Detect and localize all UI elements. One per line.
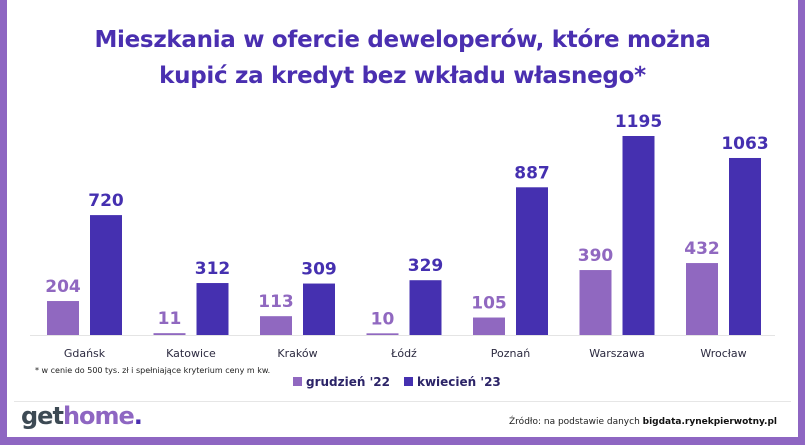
divider bbox=[14, 401, 791, 402]
bar bbox=[686, 263, 718, 335]
data-label: 1063 bbox=[721, 134, 768, 154]
footnote: * w cenie do 500 tys. zł i spełniające k… bbox=[35, 366, 271, 375]
bar bbox=[90, 215, 122, 335]
bar bbox=[516, 187, 548, 335]
source-domain: bigdata.rynekpierwotny.pl bbox=[642, 417, 777, 427]
gethome-logo: gethome. bbox=[21, 402, 143, 430]
data-label: 204 bbox=[45, 277, 81, 297]
category-label: Poznań bbox=[491, 347, 530, 360]
bar bbox=[153, 333, 186, 335]
data-label: 105 bbox=[471, 294, 507, 314]
title-line-2: kupić za kredyt bez wkładu własnego* bbox=[159, 63, 646, 89]
category-label: Katowice bbox=[166, 347, 216, 360]
legend-item-kwiecien: kwiecień '23 bbox=[403, 375, 501, 389]
data-label: 887 bbox=[514, 163, 550, 183]
bar bbox=[47, 301, 79, 335]
category-label: Kraków bbox=[277, 347, 317, 360]
bar bbox=[303, 283, 335, 335]
legend: grudzień '22 kwiecień '23 bbox=[293, 375, 501, 389]
bar bbox=[196, 283, 229, 335]
chart-card bbox=[7, 0, 798, 437]
data-label: 720 bbox=[88, 191, 124, 211]
data-label: 113 bbox=[258, 292, 294, 312]
chart-title: Mieszkania w ofercie deweloperów, które … bbox=[0, 22, 805, 94]
data-label: 1195 bbox=[615, 112, 662, 132]
data-label: 312 bbox=[195, 259, 231, 279]
data-label: 329 bbox=[408, 256, 444, 276]
bar bbox=[622, 136, 655, 335]
data-label: 390 bbox=[578, 246, 614, 266]
legend-item-grudzien: grudzień '22 bbox=[293, 375, 390, 389]
data-label: 11 bbox=[158, 309, 182, 329]
legend-swatch bbox=[403, 377, 413, 386]
bar bbox=[409, 280, 442, 335]
data-label: 432 bbox=[684, 239, 720, 259]
category-label: Warszawa bbox=[589, 347, 644, 360]
bar bbox=[473, 317, 505, 335]
legend-swatch bbox=[293, 377, 302, 386]
title-line-1: Mieszkania w ofercie deweloperów, które … bbox=[94, 27, 711, 53]
legend-label: kwiecień '23 bbox=[416, 375, 501, 389]
category-label: Gdańsk bbox=[64, 347, 106, 360]
legend-label: grudzień '22 bbox=[306, 375, 390, 389]
category-label: Wrocław bbox=[700, 347, 746, 360]
bar bbox=[366, 333, 399, 335]
data-label: 309 bbox=[301, 260, 337, 280]
data-label: 10 bbox=[371, 309, 395, 329]
category-label: Łódź bbox=[390, 347, 417, 360]
bar bbox=[260, 316, 292, 335]
bar bbox=[729, 157, 761, 335]
bar bbox=[579, 270, 612, 335]
source-note: Źródło: na podstawie danych bigdata.ryne… bbox=[509, 417, 777, 427]
